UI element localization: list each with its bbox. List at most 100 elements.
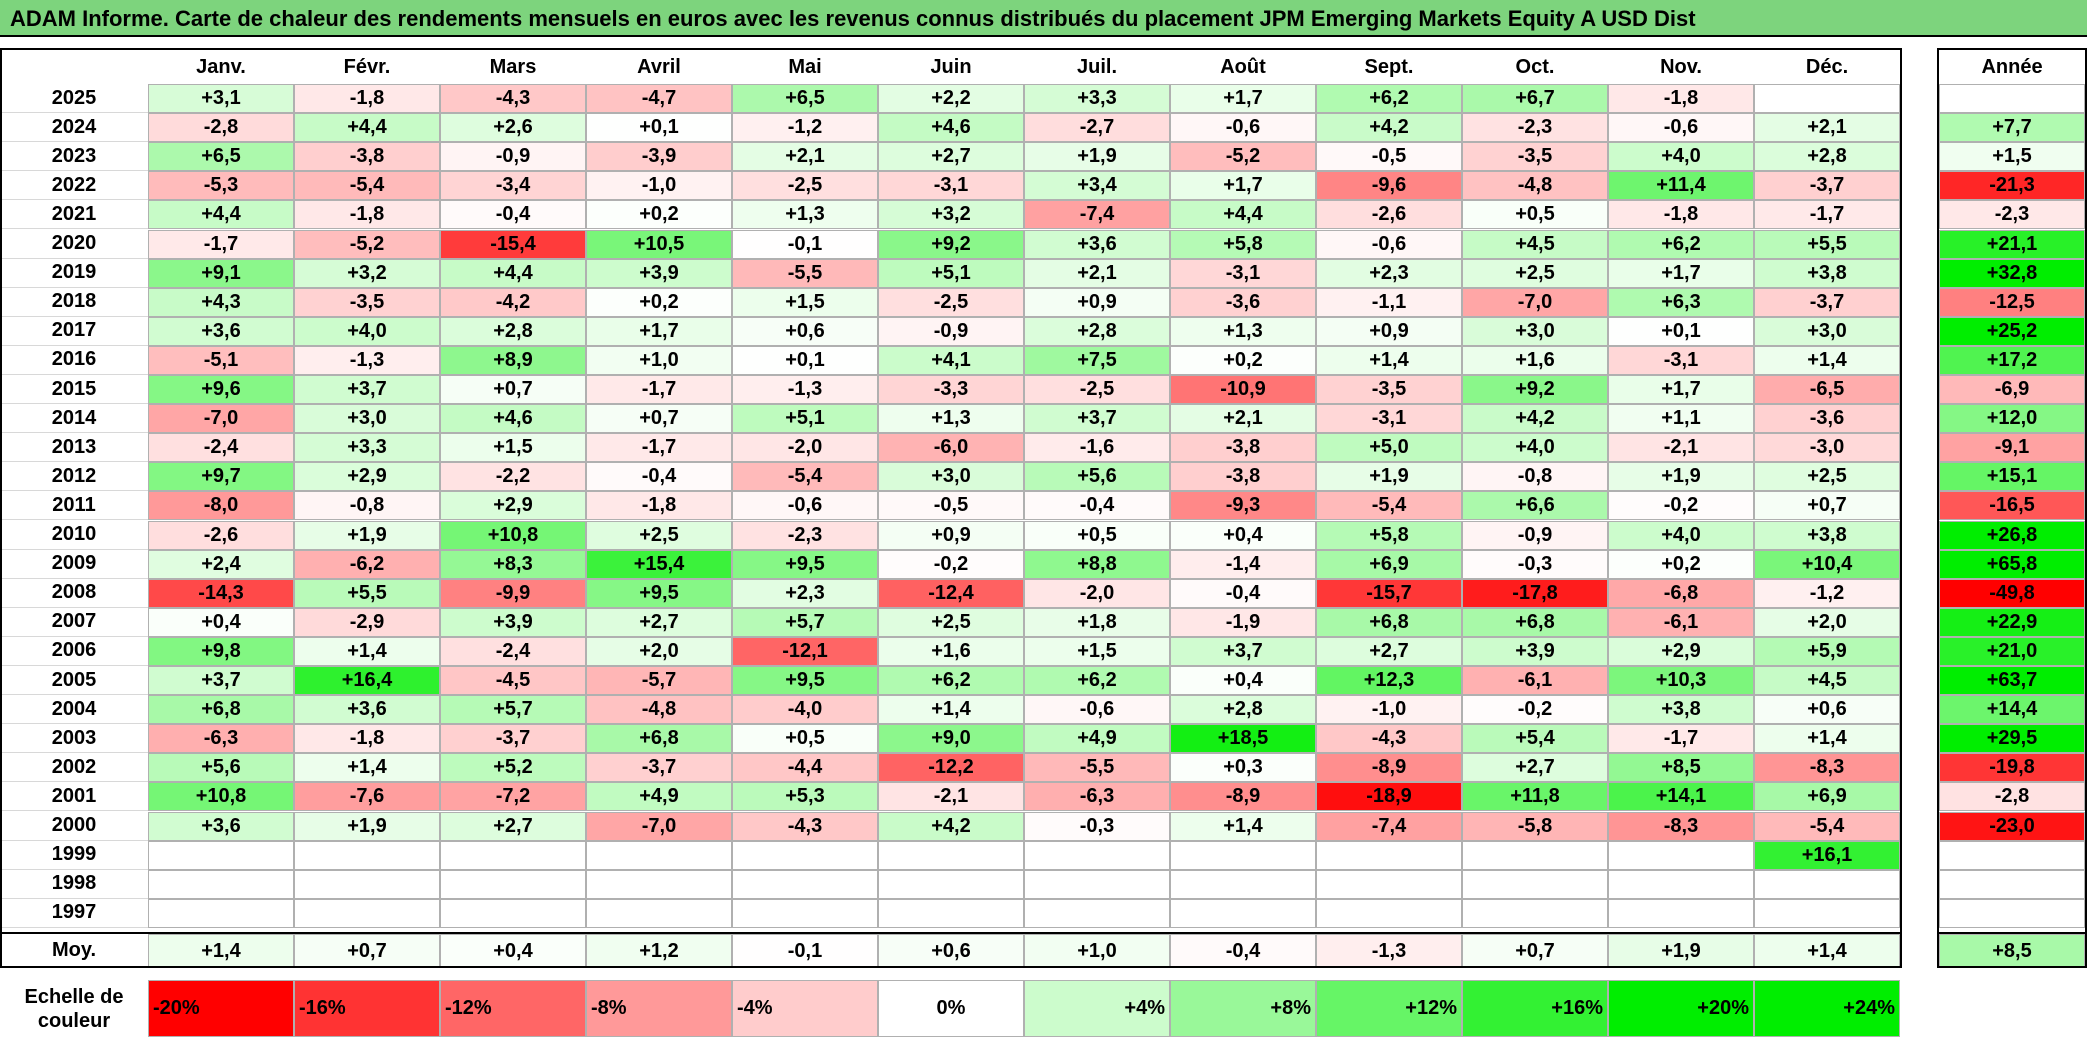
heatmap-cell: +5,3 bbox=[732, 782, 878, 812]
year-label: 2023 bbox=[0, 142, 148, 172]
heatmap-cell: -0,5 bbox=[878, 491, 1024, 521]
average-cell: +1,4 bbox=[148, 934, 294, 968]
heatmap-cell bbox=[1608, 840, 1754, 870]
heatmap-cell: +4,9 bbox=[1024, 724, 1170, 754]
heatmap-cell: -0,6 bbox=[1170, 113, 1316, 143]
heatmap-cell: +4,5 bbox=[1462, 229, 1608, 259]
year-label: 2024 bbox=[0, 113, 148, 143]
annual-cell bbox=[1939, 840, 2085, 870]
heatmap-cell: -4,5 bbox=[440, 666, 586, 696]
heatmap-cell: +4,0 bbox=[1608, 142, 1754, 172]
heatmap-cell bbox=[878, 898, 1024, 928]
year-label: 2006 bbox=[0, 636, 148, 666]
heatmap-cell: +3,6 bbox=[1024, 229, 1170, 259]
heatmap-cell: -4,7 bbox=[586, 84, 732, 114]
year-label: 2017 bbox=[0, 316, 148, 346]
heatmap-cell: -0,2 bbox=[878, 549, 1024, 579]
heatmap-cell: -0,1 bbox=[732, 229, 878, 259]
heatmap-cell: +2,9 bbox=[440, 491, 586, 521]
heatmap-cell bbox=[1462, 869, 1608, 899]
heatmap-cell: +0,1 bbox=[1608, 316, 1754, 346]
heatmap-cell: +0,6 bbox=[1754, 695, 1900, 725]
heatmap-cell: -0,9 bbox=[440, 142, 586, 172]
heatmap-cell: +2,1 bbox=[732, 142, 878, 172]
annual-cell: -12,5 bbox=[1939, 287, 2085, 317]
annual-cell: -23,0 bbox=[1939, 811, 2085, 841]
heatmap-cell: +0,7 bbox=[440, 375, 586, 405]
heatmap-cell: +1,3 bbox=[878, 404, 1024, 434]
heatmap-cell: +1,5 bbox=[1024, 636, 1170, 666]
heatmap-cell: -17,8 bbox=[1462, 578, 1608, 608]
heatmap-cell: +9,1 bbox=[148, 258, 294, 288]
heatmap-cell: -10,9 bbox=[1170, 375, 1316, 405]
heatmap-cell: -12,2 bbox=[878, 753, 1024, 783]
annual-cell: -21,3 bbox=[1939, 171, 2085, 201]
heatmap-cell bbox=[586, 869, 732, 899]
heatmap-cell: +6,3 bbox=[1608, 287, 1754, 317]
heatmap-cell: -3,7 bbox=[1754, 171, 1900, 201]
year-label: 2021 bbox=[0, 200, 148, 230]
heatmap-cell: +2,2 bbox=[878, 84, 1024, 114]
heatmap-cell: +4,2 bbox=[1316, 113, 1462, 143]
heatmap-cell bbox=[1170, 840, 1316, 870]
column-header: Janv. bbox=[148, 50, 294, 84]
column-header: Nov. bbox=[1608, 50, 1754, 84]
heatmap-cell: +2,8 bbox=[440, 316, 586, 346]
heatmap-cell: +2,5 bbox=[878, 607, 1024, 637]
heatmap-cell: -6,5 bbox=[1754, 375, 1900, 405]
heatmap-cell bbox=[148, 898, 294, 928]
heatmap-cell bbox=[294, 869, 440, 899]
heatmap-cell bbox=[878, 840, 1024, 870]
heatmap-cell: -1,8 bbox=[294, 200, 440, 230]
heatmap-cell: +7,5 bbox=[1024, 345, 1170, 375]
heatmap-cell: -6,1 bbox=[1608, 607, 1754, 637]
heatmap-cell: -2,4 bbox=[440, 636, 586, 666]
heatmap-cell: -3,8 bbox=[1170, 433, 1316, 463]
heatmap-cell: +9,2 bbox=[1462, 375, 1608, 405]
heatmap-cell: -5,4 bbox=[1316, 491, 1462, 521]
heatmap-cell: +4,1 bbox=[878, 345, 1024, 375]
heatmap-cell: -5,4 bbox=[294, 171, 440, 201]
heatmap-cell: -5,7 bbox=[586, 666, 732, 696]
heatmap-cell: -0,6 bbox=[1316, 229, 1462, 259]
column-header: Août bbox=[1170, 50, 1316, 84]
heatmap-cell: -3,7 bbox=[1754, 287, 1900, 317]
heatmap-cell: -0,4 bbox=[1024, 491, 1170, 521]
heatmap-cell: +1,5 bbox=[732, 287, 878, 317]
heatmap-cell: +2,9 bbox=[1608, 636, 1754, 666]
average-cell: +1,2 bbox=[586, 934, 732, 968]
heatmap-cell: +9,5 bbox=[732, 549, 878, 579]
heatmap-cell: +6,5 bbox=[732, 84, 878, 114]
heatmap-cell: -4,2 bbox=[440, 287, 586, 317]
year-label: 2010 bbox=[0, 520, 148, 550]
heatmap-cell: -4,8 bbox=[1462, 171, 1608, 201]
year-label: 1999 bbox=[0, 840, 148, 870]
heatmap-cell: -2,9 bbox=[294, 607, 440, 637]
heatmap-cell: +3,0 bbox=[294, 404, 440, 434]
heatmap-cell: -0,6 bbox=[1608, 113, 1754, 143]
annual-column-header: Année bbox=[1939, 50, 2085, 84]
heatmap-cell: +1,3 bbox=[1170, 316, 1316, 346]
heatmap-cell: -1,7 bbox=[1754, 200, 1900, 230]
annual-cell bbox=[1939, 869, 2085, 899]
annual-cell: -16,5 bbox=[1939, 491, 2085, 521]
column-header: Avril bbox=[586, 50, 732, 84]
year-label: 2020 bbox=[0, 229, 148, 259]
heatmap-cell: -18,9 bbox=[1316, 782, 1462, 812]
heatmap-cell: +2,8 bbox=[1754, 142, 1900, 172]
average-cell: +1,9 bbox=[1608, 934, 1754, 968]
heatmap-cell: +0,4 bbox=[1170, 520, 1316, 550]
annual-cell: -49,8 bbox=[1939, 578, 2085, 608]
heatmap-cell: +9,7 bbox=[148, 462, 294, 492]
year-label: 1997 bbox=[0, 898, 148, 928]
heatmap-cell: +5,9 bbox=[1754, 636, 1900, 666]
heatmap-cell: -7,0 bbox=[148, 404, 294, 434]
average-cell: +1,0 bbox=[1024, 934, 1170, 968]
heatmap-cell bbox=[1754, 898, 1900, 928]
heatmap-cell: +11,4 bbox=[1608, 171, 1754, 201]
heatmap-cell: -0,4 bbox=[440, 200, 586, 230]
heatmap-cell: -3,3 bbox=[878, 375, 1024, 405]
heatmap-cell: +2,1 bbox=[1024, 258, 1170, 288]
heatmap-cell: -2,7 bbox=[1024, 113, 1170, 143]
heatmap-cell: -6,3 bbox=[1024, 782, 1170, 812]
